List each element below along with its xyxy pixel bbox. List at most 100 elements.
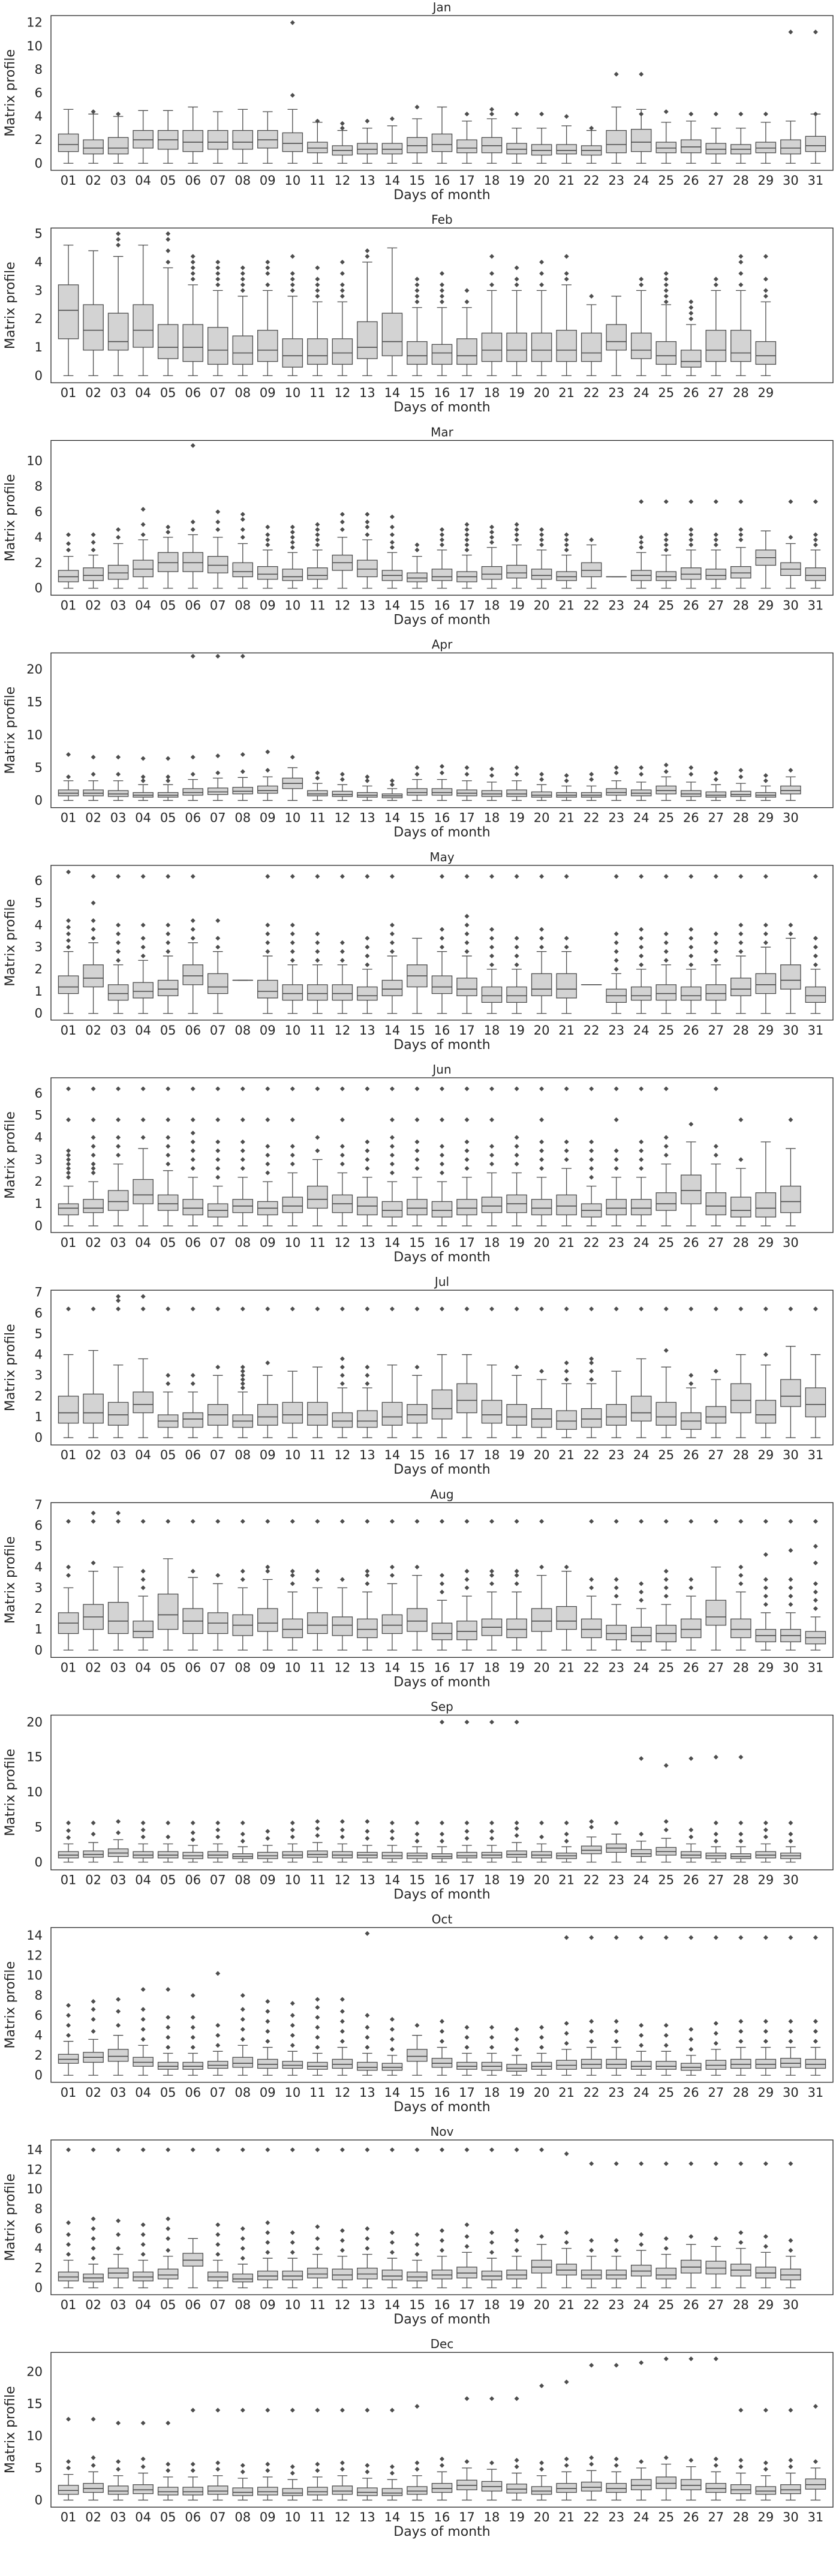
outlier-point: [215, 654, 221, 659]
x-tick-label: 02: [85, 2085, 101, 2100]
outlier-point: [589, 1935, 594, 1940]
box-iqr: [282, 338, 303, 368]
box-iqr: [780, 1185, 801, 1213]
box-iqr: [133, 982, 154, 999]
box-iqr: [606, 2058, 627, 2069]
box-iqr: [107, 2485, 129, 2495]
outlier-point: [66, 2220, 71, 2226]
box-06: [182, 1820, 203, 1863]
outlier-point: [339, 2028, 345, 2034]
outlier-point: [614, 1935, 619, 1940]
box-iqr: [606, 2482, 627, 2493]
outlier-point: [414, 1832, 420, 1837]
outlier-point: [116, 940, 121, 945]
box-12: [332, 1997, 353, 2076]
outlier-point: [514, 2228, 519, 2234]
outlier-point: [813, 953, 818, 958]
outlier-point: [440, 1832, 444, 1837]
x-tick-label: 23: [608, 811, 624, 825]
outlier-point: [788, 499, 793, 504]
outlier-point: [589, 2019, 594, 2024]
box-iqr: [805, 567, 826, 581]
x-tick-label: 22: [584, 1236, 600, 1250]
outlier-point: [140, 2016, 146, 2022]
outlier-point: [414, 2460, 420, 2466]
outlier-point: [464, 1820, 470, 1826]
outlier-point: [663, 940, 669, 945]
outlier-point: [813, 936, 818, 941]
outlier-point: [589, 1377, 594, 1382]
outlier-point: [315, 276, 320, 282]
y-tick-label: 10: [26, 728, 43, 742]
outlier-point: [339, 1306, 345, 1312]
outlier-point: [464, 532, 470, 537]
x-tick-label: 25: [658, 2510, 674, 2524]
box-23: [606, 71, 627, 164]
outlier-point: [339, 958, 345, 963]
x-tick-label: 03: [110, 2298, 127, 2312]
panel-title: Mar: [431, 425, 454, 439]
outlier-point: [389, 532, 395, 537]
outlier-point: [464, 1086, 470, 1092]
box-26: [681, 2356, 702, 2501]
outlier-point: [315, 2468, 320, 2473]
y-tick-label: 2: [35, 1389, 43, 1403]
box-iqr: [257, 2270, 278, 2281]
x-tick-label: 17: [459, 598, 475, 612]
box-29: [755, 1141, 777, 1227]
box-17: [456, 2396, 477, 2501]
outlier-point: [539, 2147, 545, 2153]
outlier-point: [66, 532, 71, 537]
outlier-point: [589, 2455, 594, 2460]
outlier-point: [464, 1720, 470, 1725]
outlier-point: [91, 1519, 96, 1524]
outlier-point: [91, 918, 96, 923]
outlier-point: [738, 2407, 744, 2413]
outlier-point: [489, 1519, 495, 1524]
outlier-point: [414, 1139, 420, 1144]
y-tick-label: 4: [35, 1348, 43, 1362]
box-iqr: [282, 2270, 303, 2281]
box-15: [407, 1306, 428, 1438]
outlier-point: [788, 1548, 793, 1553]
box-24: [630, 71, 652, 164]
outlier-point: [240, 270, 245, 276]
box-iqr: [282, 1197, 303, 1213]
outlier-point: [215, 1834, 221, 1839]
x-tick-label: 23: [608, 2298, 624, 2312]
box-iqr: [431, 2058, 453, 2068]
outlier-point: [116, 2246, 121, 2251]
outlier-point: [489, 1161, 495, 1167]
box-01: [58, 244, 79, 377]
box-iqr: [182, 130, 203, 152]
outlier-point: [514, 2147, 519, 2153]
x-tick-label: 07: [210, 1023, 226, 1038]
x-tick-label: 24: [633, 2510, 649, 2524]
box-20: [531, 260, 552, 377]
outlier-point: [240, 1148, 245, 1153]
outlier-point: [489, 2460, 495, 2466]
box-13: [357, 118, 378, 164]
outlier-point: [639, 936, 644, 941]
y-tick-label: 4: [35, 918, 43, 932]
outlier-point: [688, 2458, 694, 2463]
box-iqr: [681, 350, 702, 368]
outlier-point: [315, 1833, 320, 1838]
box-17: [456, 1519, 477, 1651]
outlier-point: [66, 541, 71, 546]
box-iqr: [655, 571, 677, 581]
x-axis-label: Days of month: [393, 1675, 491, 1690]
x-tick-label: 14: [384, 1448, 401, 1462]
outlier-point: [166, 774, 171, 780]
box-iqr: [307, 1402, 328, 1426]
outlier-point: [116, 874, 121, 879]
box-iqr: [556, 144, 577, 155]
outlier-point: [514, 1153, 519, 1158]
panel-title: Oct: [432, 1912, 453, 1926]
box-19: [506, 112, 527, 164]
box-iqr: [357, 2061, 378, 2071]
outlier-point: [290, 1573, 295, 1578]
box-16: [431, 1720, 453, 1863]
x-tick-label: 19: [509, 811, 525, 825]
box-24: [630, 1519, 652, 1651]
